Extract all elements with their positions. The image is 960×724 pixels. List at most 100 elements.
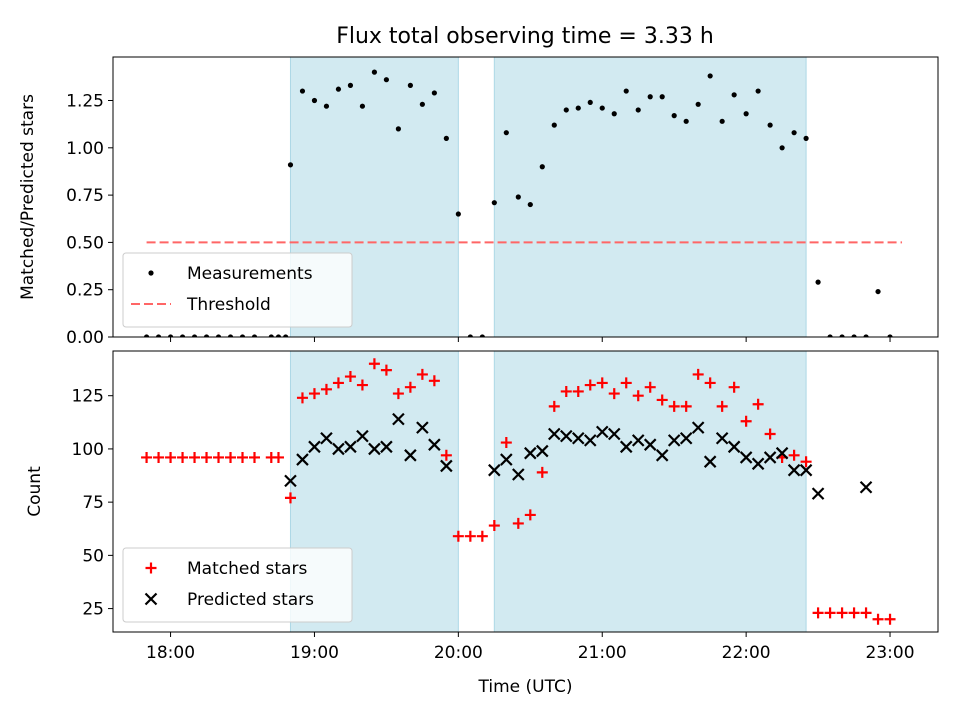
predicted-star-point xyxy=(643,438,657,451)
matched-star-point xyxy=(368,358,380,370)
measurement-point xyxy=(203,334,210,337)
matched-star-point xyxy=(836,607,848,619)
matched-star-point xyxy=(308,388,320,400)
matched-star-point xyxy=(656,394,668,406)
measurement-point xyxy=(311,97,318,104)
x-tick-label: 20:00 xyxy=(434,643,483,663)
measurement-point xyxy=(863,334,869,337)
y-axis-label: Count xyxy=(25,466,45,517)
predicted-star-point xyxy=(500,453,513,466)
legend-box xyxy=(122,547,353,623)
matched-star-point xyxy=(704,377,716,389)
axes-frame xyxy=(112,350,939,633)
predicted-star-point xyxy=(344,440,357,454)
measurement-point xyxy=(371,69,378,75)
measurement-point xyxy=(515,194,521,200)
matched-star-point xyxy=(189,451,201,463)
measurement-point xyxy=(659,94,665,100)
legend-label: Matched stars xyxy=(187,559,307,579)
measurement-point xyxy=(839,334,845,337)
measurement-point xyxy=(563,107,569,113)
predicted-star-point xyxy=(380,440,393,454)
matched-star-point xyxy=(428,375,440,387)
matched-star-point xyxy=(728,381,740,393)
matched-star-point xyxy=(572,385,584,397)
predicted-star-point xyxy=(859,480,873,494)
matched-star-point xyxy=(632,390,644,402)
predicted-star-point xyxy=(536,444,549,458)
y-tick-label: 0.25 xyxy=(66,281,104,301)
matched-star-point xyxy=(488,520,500,532)
matched-star-point xyxy=(800,456,812,468)
measurement-point xyxy=(239,334,246,337)
matched-star-point xyxy=(440,449,452,461)
y-tick-label: 0.50 xyxy=(66,233,104,253)
matched-star-point xyxy=(788,449,800,461)
measurement-point xyxy=(551,122,557,128)
predicted-star-point xyxy=(548,427,561,441)
predicted-star-point xyxy=(619,440,633,454)
matched-star-point xyxy=(692,368,704,380)
measurement-point xyxy=(467,334,473,337)
measurement-point xyxy=(635,107,641,113)
top-panel: 0.00 0.25 0.50 0.75 1.00 1.25 Matched/Predicte… xyxy=(18,56,939,348)
predicted-star-point xyxy=(404,449,417,462)
matched-star-point xyxy=(213,451,225,463)
measurement-point xyxy=(527,201,533,208)
predicted-star-point xyxy=(679,432,693,445)
measurement-point xyxy=(491,200,497,206)
matched-star-point xyxy=(752,398,764,410)
matched-star-point xyxy=(536,466,548,478)
x-axis-label: Time (UTC) xyxy=(478,677,573,697)
predicted-star-point xyxy=(284,474,297,488)
predicted-star-point xyxy=(356,429,369,443)
measurement-point xyxy=(827,334,833,337)
predicted-star-point xyxy=(512,468,525,481)
measurement-point xyxy=(503,130,509,136)
matched-star-point xyxy=(452,530,464,542)
measurement-point xyxy=(539,164,545,170)
measurement-point xyxy=(155,334,162,337)
predicted-star-point xyxy=(607,427,621,441)
measurement-point xyxy=(287,162,294,168)
predicted-star-point xyxy=(368,442,381,456)
legend-label: Predicted stars xyxy=(187,590,314,610)
measurement-point xyxy=(299,88,306,94)
legend-marker-measurement xyxy=(148,270,154,276)
matched-star-point xyxy=(380,364,392,376)
predicted-star-point xyxy=(631,434,645,447)
predicted-star-point xyxy=(559,429,573,443)
measurement-point xyxy=(683,118,689,124)
predicted-star-point xyxy=(811,487,825,500)
measurement-point xyxy=(179,334,186,337)
matched-star-point xyxy=(824,607,836,619)
measurement-point xyxy=(455,211,461,217)
measurement-point xyxy=(875,288,881,295)
matched-star-point xyxy=(141,451,153,463)
predicted-star-point xyxy=(655,449,669,462)
measurement-point xyxy=(779,145,785,151)
matched-star-point xyxy=(848,607,860,619)
measurement-point xyxy=(815,279,821,285)
measurement-point xyxy=(419,101,425,107)
matched-star-point xyxy=(812,607,824,619)
predicted-star-point xyxy=(763,451,777,464)
predicted-star-point xyxy=(488,463,501,477)
measurement-point xyxy=(268,334,274,337)
predicted-star-point xyxy=(320,432,333,445)
y-tick-label: 50 xyxy=(82,546,104,566)
predicted-star-point xyxy=(416,421,429,434)
y-tick-label: 75 xyxy=(82,493,104,513)
measurement-point xyxy=(479,334,485,337)
chart-title: Flux total observing time = 3.33 h xyxy=(336,24,714,49)
measurement-point xyxy=(707,73,713,79)
measurement-point xyxy=(395,126,401,132)
plot-area xyxy=(141,358,896,625)
measurement-point xyxy=(575,105,581,111)
y-tick-label: 0.75 xyxy=(66,186,104,206)
matched-star-point xyxy=(644,381,656,393)
legend-label: Threshold xyxy=(186,295,271,315)
x-tick-label: 23:00 xyxy=(866,643,915,663)
measurement-point xyxy=(407,82,413,88)
measurement-point xyxy=(851,334,857,337)
